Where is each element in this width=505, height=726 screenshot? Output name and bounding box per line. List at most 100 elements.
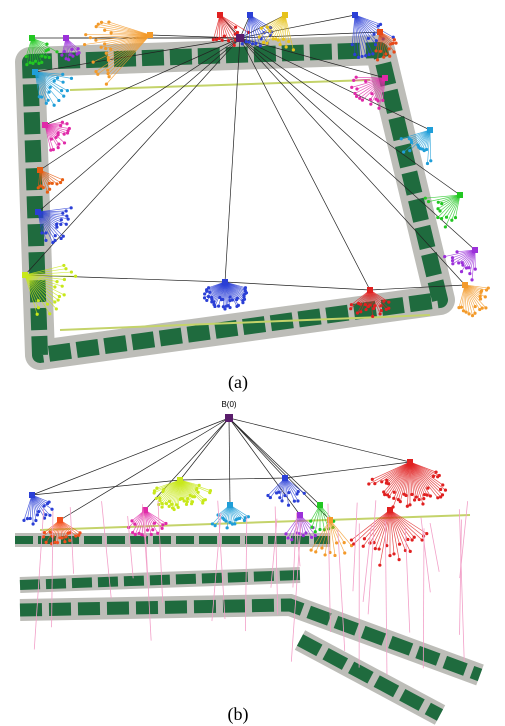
object-node [376, 58, 379, 61]
object-node [266, 26, 269, 29]
object-node [74, 275, 77, 278]
object-node [429, 494, 432, 497]
region-node [42, 122, 48, 128]
object-node [59, 223, 62, 226]
object-node [146, 529, 149, 532]
object-node [37, 306, 40, 309]
object-node [302, 534, 305, 537]
object-node [410, 493, 413, 496]
object-node [444, 489, 447, 492]
object-node [398, 543, 401, 546]
object-node [443, 255, 446, 258]
object-node [352, 79, 355, 82]
object-node [36, 313, 39, 316]
object-node [63, 293, 66, 296]
object-node [218, 37, 221, 40]
object-node [47, 99, 50, 102]
object-node [45, 541, 48, 544]
object-node [55, 182, 58, 185]
object-node [388, 554, 391, 557]
object-node [105, 52, 108, 55]
object-node [37, 186, 40, 189]
object-node [485, 288, 488, 291]
object-node [426, 162, 429, 165]
object-node [226, 526, 229, 529]
object-node [47, 91, 50, 94]
object-node [248, 41, 251, 44]
object-node [478, 308, 481, 311]
object-node [356, 311, 359, 314]
object-node [296, 499, 299, 502]
object-node [64, 267, 67, 270]
object-node [355, 76, 358, 79]
object-node [61, 178, 64, 181]
object-node [37, 299, 40, 302]
caption: (a) [228, 372, 248, 393]
object-node [358, 97, 361, 100]
object-node [106, 69, 109, 72]
object-node [387, 300, 390, 303]
object-node [285, 45, 288, 48]
object-node [280, 499, 283, 502]
object-node [287, 491, 290, 494]
object-node [303, 492, 306, 495]
object-node [160, 505, 163, 508]
object-node [384, 52, 387, 55]
room-edge [353, 503, 357, 592]
object-node [385, 308, 388, 311]
object-node [212, 38, 215, 41]
object-node [201, 501, 204, 504]
object-node [203, 296, 206, 299]
object-node [293, 500, 296, 503]
object-node [375, 98, 378, 101]
object-node [254, 42, 257, 45]
object-node [133, 522, 136, 525]
object-node [367, 482, 370, 485]
object-node [217, 305, 220, 308]
object-node [403, 493, 406, 496]
object-node [34, 519, 37, 522]
object-node [392, 50, 395, 53]
object-node [150, 533, 153, 536]
object-node [406, 505, 409, 508]
object-node [362, 545, 365, 548]
region-node [407, 459, 413, 465]
object-node [310, 526, 313, 529]
object-node [37, 510, 40, 513]
object-node [373, 482, 376, 485]
object-node [457, 261, 460, 264]
object-node [439, 488, 442, 491]
object-node [295, 492, 298, 495]
object-node [161, 523, 164, 526]
object-node [57, 143, 60, 146]
object-node [25, 63, 28, 66]
object-node [103, 42, 106, 45]
object-node [393, 491, 396, 494]
object-node [65, 215, 68, 218]
region-node [57, 517, 63, 523]
object-node [421, 502, 424, 505]
object-node [227, 39, 230, 42]
object-node [134, 533, 137, 536]
region-node [37, 167, 43, 173]
object-node [84, 33, 87, 36]
room-edge [430, 523, 439, 572]
object-node [51, 182, 54, 185]
object-node [57, 146, 60, 149]
building-node [236, 34, 244, 42]
object-node [375, 49, 378, 52]
object-node [48, 312, 51, 315]
room-edge [405, 527, 409, 633]
object-node [397, 498, 400, 501]
object-node [234, 26, 237, 29]
object-node [171, 506, 174, 509]
object-node [234, 518, 237, 521]
region-node [387, 507, 393, 513]
region-node [22, 272, 28, 278]
object-node [57, 298, 60, 301]
object-node [110, 31, 113, 34]
object-node [374, 547, 377, 550]
object-node [473, 312, 476, 315]
object-node [207, 286, 210, 289]
object-node [208, 491, 211, 494]
